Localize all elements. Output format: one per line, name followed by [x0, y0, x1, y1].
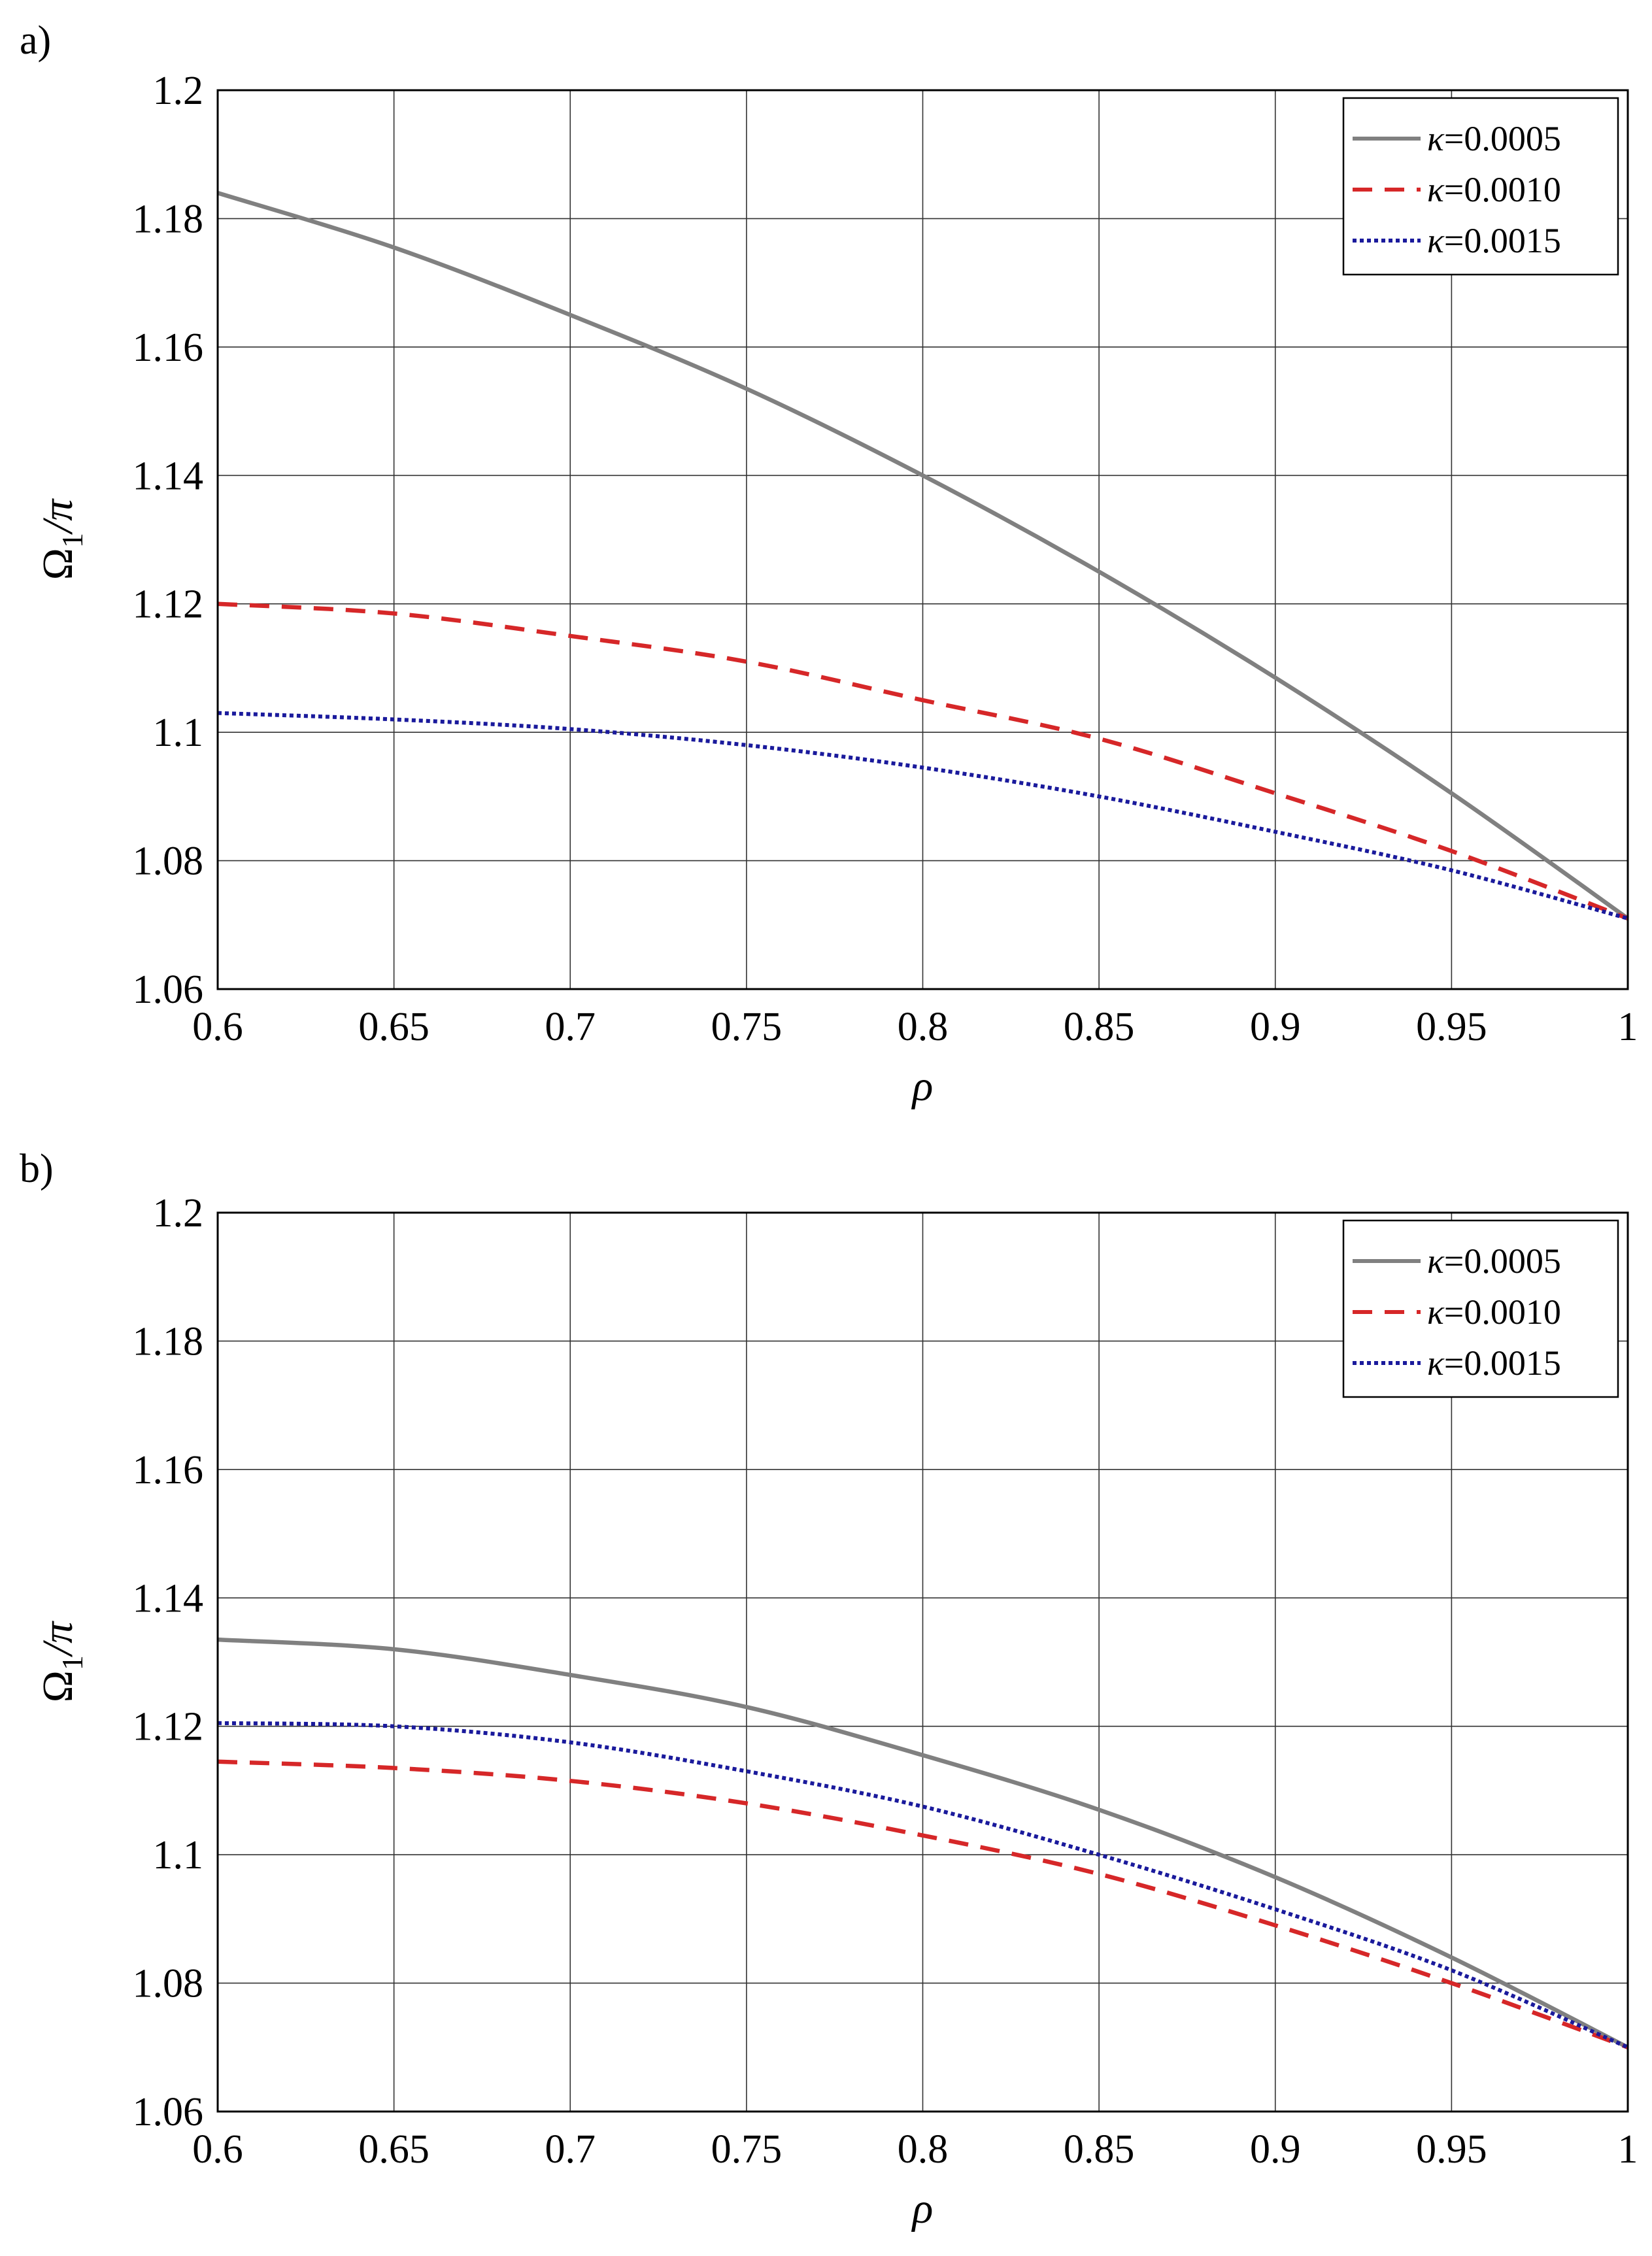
x-tick-labels: 0.6 0.65 0.7 0.75 0.8 0.85 0.9 0.95 1 [192, 2127, 1638, 2172]
x-tick-label: 1 [1618, 2127, 1638, 2172]
panel-label: a) [20, 18, 51, 63]
y-tick-label: 1.08 [133, 839, 204, 884]
legend-text-2: κ=0.0015 [1427, 1343, 1561, 1383]
y-axis-label: Ω1/π [34, 1621, 89, 1702]
x-tick-label: 0.8 [898, 1005, 949, 1049]
y-axis-label-tail: /π [34, 498, 82, 535]
x-tick-label: 0.65 [358, 1005, 430, 1049]
x-tick-label: 1 [1618, 1005, 1638, 1049]
x-tick-label: 0.75 [711, 2127, 783, 2172]
legend-entry-0: κ=0.0005 [1353, 119, 1561, 158]
series-line-0 [217, 191, 1629, 920]
x-tick-label: 0.9 [1250, 1005, 1301, 1049]
x-tick-label: 0.7 [545, 1005, 596, 1049]
legend-entry-1: κ=0.0010 [1353, 170, 1561, 209]
plot-frame [216, 1211, 1629, 2113]
y-tick-label: 1.12 [133, 582, 204, 627]
panel-label: b) [20, 1147, 54, 1191]
legend-symbol-2: κ [1427, 1343, 1445, 1383]
series-line-1 [217, 601, 1629, 920]
legend-text-1: κ=0.0010 [1427, 1292, 1561, 1332]
y-axis-label-main: Ω [34, 1670, 82, 1702]
y-tick-labels: 1.06 1.08 1.1 1.12 1.14 1.16 1.18 1.2 [133, 69, 204, 1012]
chart-panel-a: a) 0.6 0.65 0.7 0.75 0.8 0.85 0.9 0.95 1 1.061.0… [20, 18, 1638, 1110]
legend-value-1: =0.0010 [1444, 170, 1561, 209]
legend-value-2: =0.0015 [1444, 1343, 1561, 1383]
legend-value-1: =0.0010 [1444, 1292, 1561, 1332]
legend-value-2: =0.0015 [1444, 221, 1561, 260]
legend-box [1342, 97, 1619, 276]
legend: κ=0.0005 κ=0.0010 κ=0.0015 [1342, 1219, 1619, 1398]
y-tick-label: 1.14 [133, 454, 204, 498]
legend-entry-0: κ=0.0005 [1353, 1241, 1561, 1281]
y-tick-labels: 1.06 1.08 1.1 1.12 1.14 1.16 1.18 1.2 [133, 1191, 204, 2134]
x-axis-label: ρ [911, 2185, 934, 2232]
y-axis-label-tail: /π [34, 1621, 82, 1658]
legend-symbol-0: κ [1427, 1241, 1445, 1281]
legend-symbol-2: κ [1427, 221, 1445, 260]
y-tick-label: 1.18 [133, 1319, 204, 1364]
x-tick-label: 0.6 [192, 1005, 243, 1049]
legend-entry-2: κ=0.0015 [1353, 221, 1561, 260]
x-tick-label: 0.95 [1416, 1005, 1487, 1049]
legend-symbol-1: κ [1427, 1292, 1445, 1332]
y-tick-label: 1.1 [153, 711, 204, 755]
legend: κ=0.0005 κ=0.0010 κ=0.0015 [1342, 97, 1619, 276]
y-axis-label-main: Ω [34, 548, 82, 580]
legend-entry-1: κ=0.0010 [1353, 1292, 1561, 1332]
y-tick-label: 1.06 [133, 968, 204, 1012]
legend-text-0: κ=0.0005 [1427, 119, 1561, 158]
series-line-2 [217, 1721, 1629, 2049]
y-tick-label: 1.16 [133, 326, 204, 370]
legend-value-0: =0.0005 [1444, 1241, 1561, 1281]
legend-box [1342, 1219, 1619, 1398]
x-tick-label: 0.75 [711, 1005, 783, 1049]
x-tick-label: 0.6 [192, 2127, 243, 2172]
plot-frame [216, 89, 1629, 990]
legend-value-0: =0.0005 [1444, 119, 1561, 158]
series-line-2 [217, 711, 1628, 920]
x-axis-label: ρ [911, 1062, 934, 1110]
chart-panel-b: b) 0.6 0.65 0.7 0.75 0.8 0.85 0.9 0.95 1 1.061.0… [20, 1147, 1638, 2232]
x-tick-label: 0.95 [1416, 2127, 1487, 2172]
legend-symbol-0: κ [1427, 119, 1445, 158]
x-tick-label: 0.8 [898, 2127, 949, 2172]
x-tick-label: 0.7 [545, 2127, 596, 2172]
series-line-1 [217, 1759, 1629, 2049]
y-tick-label: 1.18 [133, 197, 204, 241]
y-tick-label: 1.06 [133, 2090, 204, 2134]
legend-text-2: κ=0.0015 [1427, 221, 1561, 260]
legend-entry-2: κ=0.0015 [1353, 1343, 1561, 1383]
y-tick-label: 1.16 [133, 1448, 204, 1492]
series-layer [217, 191, 1629, 920]
y-tick-label: 1.2 [153, 69, 204, 113]
x-tick-label: 0.9 [1250, 2127, 1301, 2172]
y-axis-label-sub: 1 [56, 533, 89, 548]
y-axis-label: Ω1/π [34, 498, 89, 580]
y-tick-label: 1.08 [133, 1962, 204, 2006]
x-tick-label: 0.65 [358, 2127, 430, 2172]
y-tick-label: 1.14 [133, 1576, 204, 1621]
legend-text-0: κ=0.0005 [1427, 1241, 1561, 1281]
legend-text-1: κ=0.0010 [1427, 170, 1561, 209]
x-tick-label: 0.85 [1064, 2127, 1135, 2172]
y-axis-label-sub: 1 [56, 1655, 89, 1670]
x-tick-labels: 0.6 0.65 0.7 0.75 0.8 0.85 0.9 0.95 1 [192, 1005, 1638, 1049]
y-tick-label: 1.2 [153, 1191, 204, 1236]
y-tick-label: 1.12 [133, 1705, 204, 1749]
series-layer [217, 1637, 1629, 2049]
x-tick-label: 0.85 [1064, 1005, 1135, 1049]
series-line-0 [217, 1637, 1629, 2049]
legend-symbol-1: κ [1427, 170, 1445, 209]
y-tick-label: 1.1 [153, 1833, 204, 1877]
